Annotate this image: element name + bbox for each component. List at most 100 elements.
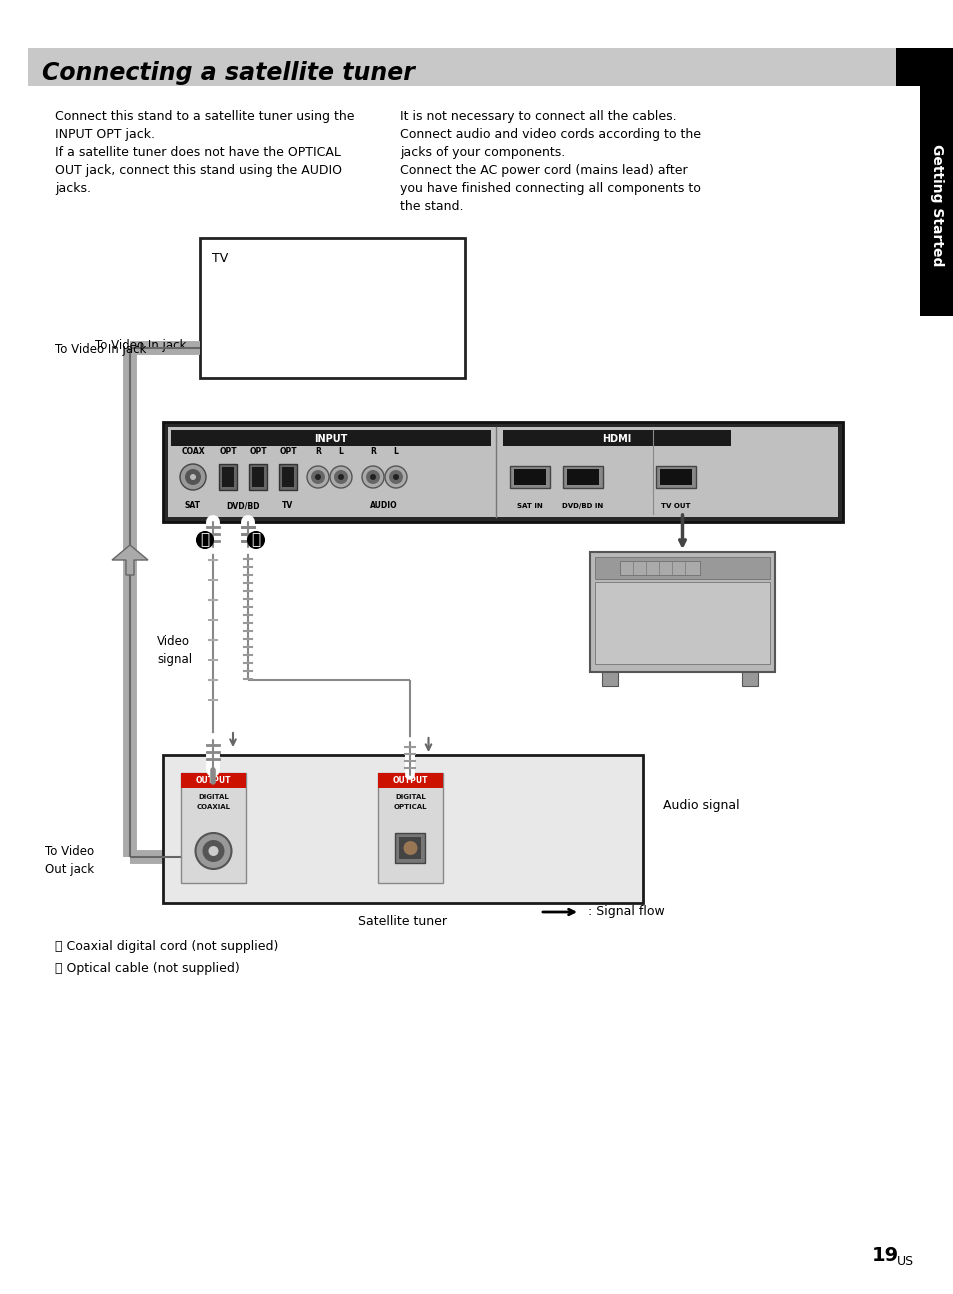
Text: Connect this stand to a satellite tuner using the: Connect this stand to a satellite tuner … xyxy=(55,110,355,123)
Text: COAX: COAX xyxy=(181,448,205,457)
Text: HDMI: HDMI xyxy=(601,433,631,444)
Text: SAT IN: SAT IN xyxy=(517,503,542,509)
Bar xyxy=(919,85,953,316)
Text: INPUT: INPUT xyxy=(314,433,347,444)
Text: Ⓑ Optical cable (not supplied): Ⓑ Optical cable (not supplied) xyxy=(55,961,239,974)
Text: Ⓐ: Ⓐ xyxy=(200,533,210,547)
Text: Satellite tuner: Satellite tuner xyxy=(358,915,447,928)
Text: DVD/BD IN: DVD/BD IN xyxy=(561,503,603,509)
Text: OPT: OPT xyxy=(249,448,267,457)
Text: signal: signal xyxy=(157,653,192,666)
Text: To Video: To Video xyxy=(45,845,94,858)
Text: US: US xyxy=(896,1255,913,1268)
Text: Connect audio and video cords according to the: Connect audio and video cords according … xyxy=(399,128,700,141)
Polygon shape xyxy=(112,545,148,575)
Text: 19: 19 xyxy=(871,1246,898,1266)
Bar xyxy=(163,422,842,521)
Text: OPT: OPT xyxy=(279,448,296,457)
Bar xyxy=(566,468,598,485)
Bar xyxy=(659,468,691,485)
Text: INPUT OPT jack.: INPUT OPT jack. xyxy=(55,128,154,141)
Text: L: L xyxy=(394,448,398,457)
Bar xyxy=(395,833,425,863)
Bar xyxy=(278,465,296,490)
Circle shape xyxy=(195,833,232,870)
Circle shape xyxy=(330,466,352,488)
Bar xyxy=(562,466,602,488)
Circle shape xyxy=(366,470,379,484)
Text: Audio signal: Audio signal xyxy=(662,798,739,811)
Text: Getting Started: Getting Started xyxy=(929,144,943,267)
Text: R: R xyxy=(370,448,375,457)
Text: jacks of your components.: jacks of your components. xyxy=(399,146,565,159)
Bar xyxy=(619,562,700,575)
Bar xyxy=(595,582,769,664)
Bar xyxy=(377,773,442,883)
Bar xyxy=(595,556,769,578)
Text: DVD/BD: DVD/BD xyxy=(226,502,259,511)
Text: OPT: OPT xyxy=(219,448,236,457)
Circle shape xyxy=(389,470,402,484)
Circle shape xyxy=(314,474,320,480)
Bar xyxy=(895,48,953,85)
Text: : Signal flow: : Signal flow xyxy=(587,906,664,919)
Bar xyxy=(200,238,464,378)
Circle shape xyxy=(393,474,398,480)
Bar xyxy=(171,430,491,446)
Text: COAXIAL: COAXIAL xyxy=(196,804,231,810)
Text: or: or xyxy=(395,822,410,836)
Bar xyxy=(656,466,696,488)
Text: OUTPUT: OUTPUT xyxy=(393,776,428,785)
Text: Connect the AC power cord (mains lead) after: Connect the AC power cord (mains lead) a… xyxy=(399,164,687,177)
Circle shape xyxy=(370,474,375,480)
Text: DIGITAL: DIGITAL xyxy=(395,795,425,800)
Text: OUTPUT: OUTPUT xyxy=(195,776,231,785)
Text: R: R xyxy=(314,448,320,457)
Text: TV: TV xyxy=(212,252,228,265)
Circle shape xyxy=(361,466,384,488)
Bar xyxy=(168,427,837,518)
Text: If a satellite tuner does not have the OPTICAL: If a satellite tuner does not have the O… xyxy=(55,146,340,159)
Circle shape xyxy=(337,474,344,480)
Bar xyxy=(399,837,421,859)
Circle shape xyxy=(209,846,218,857)
Bar xyxy=(222,467,233,487)
Text: you have finished connecting all components to: you have finished connecting all compone… xyxy=(399,182,700,195)
Bar xyxy=(28,48,895,85)
Text: L: L xyxy=(338,448,343,457)
Text: DIGITAL: DIGITAL xyxy=(198,795,229,800)
Bar xyxy=(589,553,774,672)
Bar xyxy=(514,468,545,485)
Text: jacks.: jacks. xyxy=(55,182,91,195)
Bar xyxy=(252,467,264,487)
Text: Connecting a satellite tuner: Connecting a satellite tuner xyxy=(42,61,415,85)
Text: To Video In jack: To Video In jack xyxy=(95,339,186,352)
Text: Video: Video xyxy=(157,635,190,648)
Text: the stand.: the stand. xyxy=(399,201,463,214)
Bar xyxy=(163,754,642,903)
Text: Ⓐ Coaxial digital cord (not supplied): Ⓐ Coaxial digital cord (not supplied) xyxy=(55,939,278,952)
Circle shape xyxy=(307,466,329,488)
Text: SAT: SAT xyxy=(185,502,201,511)
Circle shape xyxy=(185,468,201,485)
Bar xyxy=(510,466,550,488)
Bar xyxy=(601,672,618,686)
Text: To Video In jack: To Video In jack xyxy=(55,343,146,357)
Bar xyxy=(377,773,442,788)
Text: OUT jack, connect this stand using the AUDIO: OUT jack, connect this stand using the A… xyxy=(55,164,341,177)
Text: AUDIO: AUDIO xyxy=(370,502,397,511)
Circle shape xyxy=(311,470,325,484)
Text: TV OUT: TV OUT xyxy=(660,503,690,509)
Bar xyxy=(181,773,246,788)
Bar xyxy=(181,773,246,883)
Circle shape xyxy=(403,841,417,855)
Bar xyxy=(741,672,758,686)
Bar xyxy=(249,465,267,490)
Text: TV: TV xyxy=(282,502,294,511)
Circle shape xyxy=(334,470,348,484)
Bar xyxy=(282,467,294,487)
Circle shape xyxy=(385,466,407,488)
Bar xyxy=(219,465,236,490)
Circle shape xyxy=(180,465,206,490)
Circle shape xyxy=(190,474,195,480)
